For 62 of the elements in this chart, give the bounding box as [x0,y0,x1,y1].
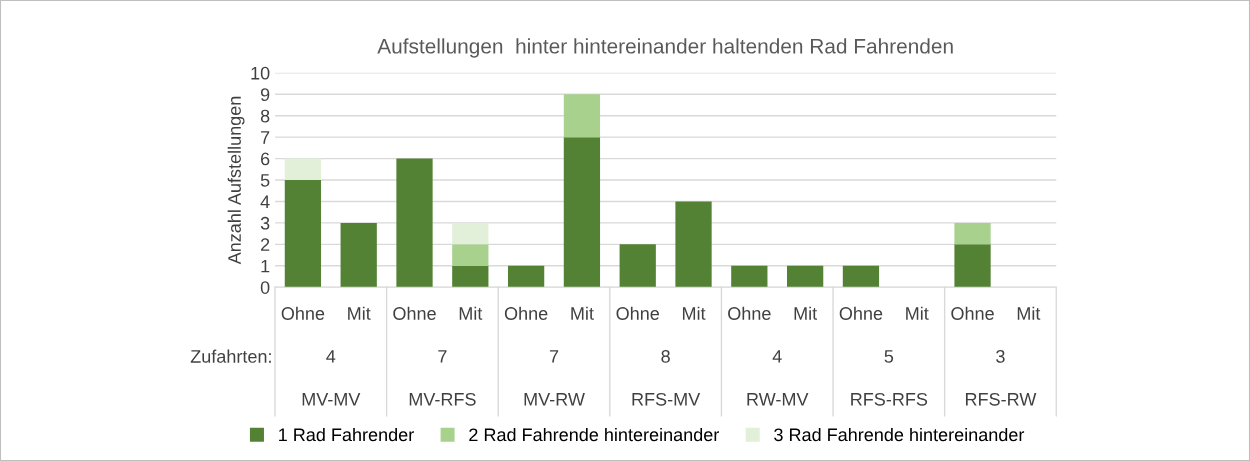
x-tick-label: Mit [1017,306,1041,320]
x-tick-label: Mit [906,306,929,320]
x-tick-label: Ohne [616,306,660,320]
bar [954,244,991,288]
y-tick-label: 6 [261,152,270,166]
text: MV-RFS [409,392,476,406]
y-tick-label: 1 [261,259,270,273]
x-tick-label: Mit [571,306,594,320]
y-tick-label: 5 [260,174,270,187]
y-tick-label: 0 [260,281,270,294]
x-tick-label: Mit [682,306,706,320]
legend-label: 3 Rad Fahrende hintereinander [774,427,1025,442]
text: Zufahrten: [190,349,271,363]
bar [452,265,489,288]
text: MV-MV [302,393,361,406]
bar [284,180,322,288]
x-tick-label: Mit [459,306,483,320]
bar [452,244,489,266]
text: RW-MV [747,393,809,406]
x-tick-label: Ohne [728,306,771,320]
bar [731,265,768,288]
y-tick-label: 7 [261,131,270,144]
bar [954,222,991,245]
text: 7 [549,350,559,363]
bar [396,158,433,288]
text: 8 [661,350,670,363]
bar [787,265,824,288]
x-tick-label: Ohne [839,306,883,320]
x-tick-label: Ohne [951,306,994,320]
text: RFS-MV [632,392,701,406]
bar [284,158,322,181]
text: 5 [884,350,894,363]
legend-label: 2 Rad Fahrende hintereinander [469,427,720,442]
x-tick-label: Ohne [504,306,548,320]
bar [675,201,712,288]
bar [619,244,656,288]
y-tick-label: 8 [260,109,270,123]
text: 3 [996,350,1005,363]
bar [563,137,601,288]
y-tick-label: 10 [251,66,270,80]
text: RFS-RW [965,392,1037,406]
bar [507,265,545,288]
y-tick-label: 4 [260,195,270,208]
bar [842,265,880,288]
text: 4 [326,350,336,363]
bar [340,222,377,288]
bar [452,222,489,245]
x-tick-label: Mit [348,306,371,320]
text: 4 [772,350,782,363]
bar [563,94,601,138]
x-tick-label: Mit [794,306,818,320]
y-tick-label: 3 [260,216,270,230]
y-axis-title: Anzahl Aufstellungen [227,96,245,265]
x-tick-label: Ohne [281,306,325,320]
x-tick-label: Ohne [393,306,436,320]
chart-title: Aufstellungen hinter hintereinander haltenden Rad Fahrenden [377,38,953,58]
text: RFS-RFS [851,392,928,406]
text: 7 [438,350,447,363]
y-tick-label: 2 [261,238,270,251]
text: MV-RW [524,393,585,406]
legend-label: 1 Rad Fahrender [279,427,414,442]
y-tick-label: 9 [260,88,270,101]
